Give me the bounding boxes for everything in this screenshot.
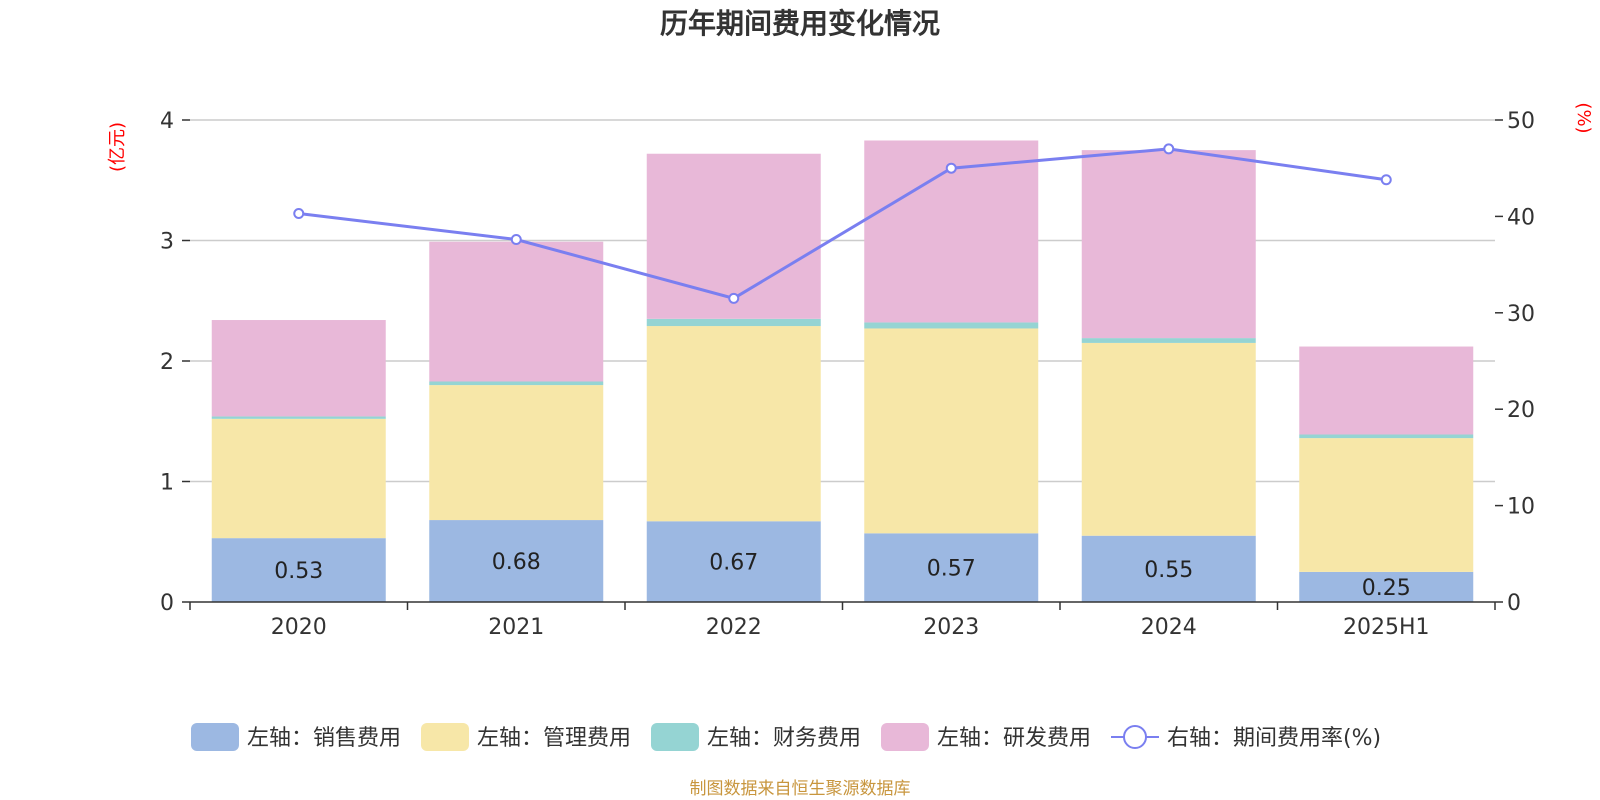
rate-line <box>298 147 1387 300</box>
legend-swatch <box>651 723 699 751</box>
bar-series <box>211 140 1474 602</box>
left-axis-unit: (亿元) <box>107 122 128 172</box>
x-tick-label: 2020 <box>271 615 327 640</box>
x-tick-label: 2021 <box>488 615 544 640</box>
bar-data-label: 0.67 <box>709 551 758 576</box>
bar-data-label: 0.55 <box>1144 558 1193 583</box>
bar-segment <box>646 521 821 602</box>
legend-label: 左轴：研发费用 <box>937 726 1091 751</box>
bar-segment <box>1299 438 1474 572</box>
bar-segment <box>864 322 1039 329</box>
bar-data-label: 0.53 <box>274 559 323 584</box>
left-tick-label: 4 <box>160 109 174 134</box>
source-note: 制图数据来自恒生聚源数据库 <box>690 779 911 799</box>
x-tick-label: 2022 <box>706 615 762 640</box>
legend-label: 右轴：期间费用率(%) <box>1167 726 1381 751</box>
bar-segment <box>429 520 604 602</box>
bar-segment <box>864 328 1039 534</box>
bar-segment <box>864 533 1039 602</box>
bar-segment <box>211 320 386 417</box>
legend-circle-marker <box>1123 725 1147 749</box>
rate-point <box>1163 143 1175 155</box>
right-tick-label: 0 <box>1507 591 1521 616</box>
rate-point <box>945 162 957 174</box>
bar-segment <box>1299 346 1474 435</box>
right-tick-label: 50 <box>1507 109 1535 134</box>
bar-data-label: 0.57 <box>927 557 976 582</box>
right-tick-label: 20 <box>1507 398 1535 423</box>
bar-segment <box>646 326 821 522</box>
legend-label: 左轴：销售费用 <box>247 726 401 751</box>
x-tick-label: 2024 <box>1141 615 1197 640</box>
bar-segment <box>1081 150 1256 339</box>
rate-point <box>1380 174 1392 186</box>
bar-segment <box>211 418 386 539</box>
legend-swatch <box>421 723 469 751</box>
rate-point <box>728 292 740 304</box>
bar-segment <box>1081 342 1256 536</box>
legend-swatch <box>191 723 239 751</box>
bar-segment <box>429 381 604 386</box>
bar-segment <box>646 153 821 319</box>
legend-swatch <box>881 723 929 751</box>
bar-segment <box>429 241 604 382</box>
left-tick-label: 1 <box>160 471 174 496</box>
x-tick-label: 2023 <box>923 615 979 640</box>
left-tick-label: 3 <box>160 230 174 255</box>
rate-point <box>293 208 305 220</box>
data-labels: 0.53 0.68 0.67 0.57 0.55 0.25 <box>274 550 1410 601</box>
left-tick-label: 2 <box>160 350 174 375</box>
left-tick-label: 0 <box>160 591 174 616</box>
line-series <box>293 143 1392 304</box>
chart-title: 历年期间费用变化情况 <box>660 7 940 40</box>
bar-segment <box>1081 535 1256 602</box>
x-tick-label: 2025H1 <box>1343 615 1430 640</box>
bar-segment <box>1299 434 1474 439</box>
legend-label: 左轴：管理费用 <box>477 726 631 751</box>
right-tick-label: 10 <box>1507 495 1535 520</box>
bar-segment <box>211 416 386 419</box>
bar-data-label: 0.25 <box>1362 576 1411 601</box>
bar-segment <box>1081 338 1256 343</box>
rate-point <box>510 234 522 246</box>
gridlines <box>190 119 1495 483</box>
bar-segment <box>1299 571 1474 602</box>
right-axis-unit: (%) <box>1573 102 1594 133</box>
legend-label: 左轴：财务费用 <box>707 726 861 751</box>
bar-data-label: 0.68 <box>492 550 541 575</box>
bar-segment <box>211 538 386 602</box>
bar-segment <box>429 385 604 521</box>
legend: 左轴：销售费用 左轴：管理费用 左轴：财务费用 左轴：研发费用 右轴：期间费用率(%) <box>191 723 1381 751</box>
right-tick-label: 40 <box>1507 205 1535 230</box>
bar-segment <box>646 318 821 327</box>
right-tick-label: 30 <box>1507 302 1535 327</box>
